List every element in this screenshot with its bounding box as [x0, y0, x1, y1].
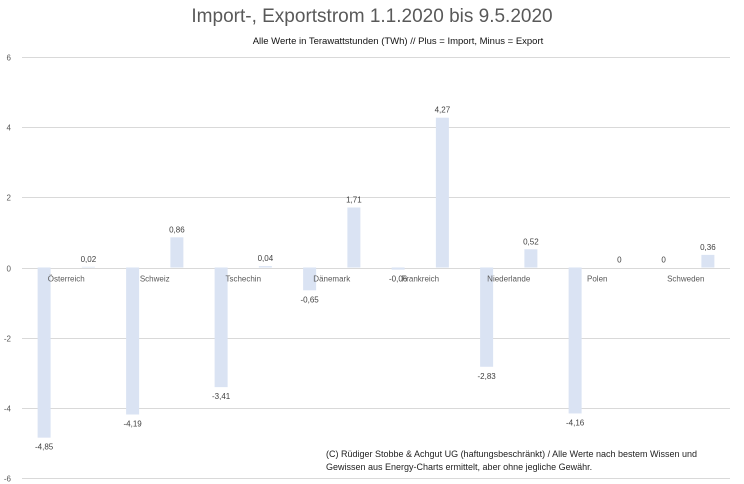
copyright-note: (C) Rüdiger Stobbe & Achgut UG (haftungs… [326, 448, 736, 474]
bar [126, 267, 140, 415]
data-label: 1,71 [346, 196, 362, 205]
category-label: Schweden [667, 275, 704, 284]
category-labels: Österreich Schweiz Tschechin Dänemark Frankr… [48, 275, 705, 284]
chart-subtitle: Alle Werte in Terawattstunden (TWh) // P… [218, 33, 578, 57]
data-label: 0,36 [700, 243, 716, 252]
bar [568, 267, 582, 414]
data-label: 4,27 [435, 106, 451, 115]
data-labels: -4,85 0,02 -4,19 0,86 -3,41 0,04 -0,65 1,71 -0,0… [35, 106, 716, 452]
data-label: -0,65 [301, 295, 320, 304]
category-label: Schweiz [140, 275, 170, 284]
data-label: -0,06 [389, 275, 408, 284]
bar [524, 249, 538, 268]
bar [701, 254, 715, 268]
y-tick-label: 4 [7, 124, 12, 133]
data-label: 0,86 [169, 225, 185, 234]
y-tick-label: 6 [7, 54, 12, 63]
y-tick-label: 2 [7, 194, 12, 203]
bar [480, 267, 494, 367]
data-label: -2,83 [478, 372, 497, 381]
data-label: 0 [617, 256, 622, 265]
category-label: Frankreich [401, 275, 439, 284]
data-label: -4,85 [35, 443, 54, 452]
data-label: 0,04 [258, 254, 274, 263]
bar [81, 266, 95, 268]
data-label: -4,16 [566, 418, 585, 427]
data-label: 0,52 [523, 237, 539, 246]
category-label: Tschechin [225, 275, 261, 284]
bar [391, 267, 405, 270]
y-tick-label: -6 [4, 475, 12, 484]
y-tick-label: -2 [4, 335, 12, 344]
category-label: Polen [587, 275, 607, 284]
chart-title: Import-, Exportstrom 1.1.2020 bis 9.5.20… [191, 6, 553, 27]
data-label: -4,19 [124, 419, 143, 428]
bar [214, 267, 228, 388]
category-label: Dänemark [313, 275, 351, 284]
bars [37, 117, 715, 438]
bar [37, 267, 51, 438]
category-label: Niederlande [487, 275, 531, 284]
y-tick-label: -4 [4, 405, 12, 414]
bar [347, 207, 361, 268]
data-label: 0 [661, 256, 666, 265]
data-label: 0,02 [81, 255, 97, 264]
bar [170, 237, 184, 268]
bar [435, 117, 449, 268]
bar [258, 266, 272, 268]
gridlines: 6 4 2 0 -2 -4 -6 [4, 54, 730, 484]
y-tick-label: 0 [7, 265, 12, 274]
bar [303, 267, 317, 291]
data-label: -3,41 [212, 392, 231, 401]
category-label: Österreich [48, 275, 85, 284]
